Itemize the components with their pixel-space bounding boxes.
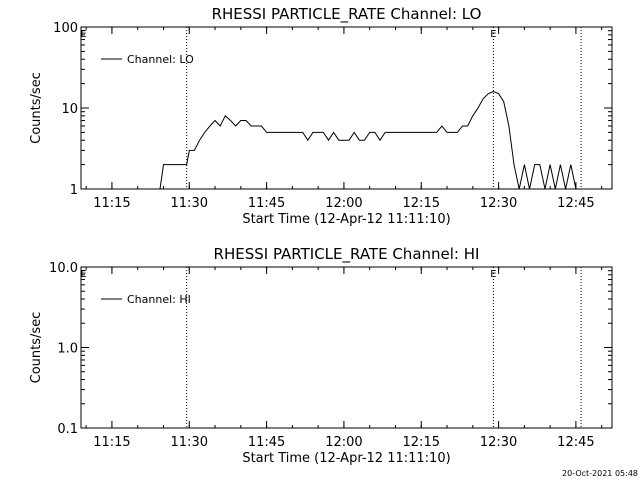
event-marker-label: E	[490, 269, 496, 280]
y-axis-label: Counts/sec	[29, 72, 44, 144]
x-axis-label: Start Time (12-Apr-12 11:11:10)	[242, 212, 450, 227]
x-tick-label: 12:00	[325, 196, 362, 211]
chart-panel-1: RHESSI PARTICLE_RATE Channel: LO 11:15 11:…	[29, 5, 613, 227]
x-tick-label: 11:45	[248, 435, 285, 450]
x-tick-label: 12:30	[480, 435, 517, 450]
series-line-1	[159, 90, 577, 190]
x-tick-label: 12:15	[403, 196, 440, 211]
x-tick-label: 12:45	[557, 196, 594, 211]
y-tick-label: 1	[70, 183, 78, 198]
y-tick-label: 0.1	[57, 422, 78, 437]
x-tick-label: 12:15	[403, 435, 440, 450]
event-marker-label: E	[80, 269, 86, 280]
plot-frame	[80, 26, 613, 190]
chart-title: RHESSI PARTICLE_RATE Channel: LO	[212, 5, 482, 24]
plot-timestamp: 20-Oct-2021 05:48	[562, 469, 638, 478]
x-tick-label: 11:30	[171, 435, 208, 450]
y-tick-label: 10	[61, 102, 78, 117]
legend-label: Channel: HI	[127, 293, 191, 306]
x-tick-label: 12:30	[480, 196, 517, 211]
y-tick-label: 100	[53, 21, 78, 36]
x-tick-label: 11:15	[93, 196, 130, 211]
x-tick-label: 12:00	[325, 435, 362, 450]
legend-label: Channel: LO	[127, 53, 194, 66]
event-marker-label: E	[490, 29, 496, 40]
chart-title: RHESSI PARTICLE_RATE Channel: HI	[214, 245, 480, 264]
chart-panel-2: RHESSI PARTICLE_RATE Channel: HI 11:15 11:…	[29, 245, 613, 466]
x-axis-label: Start Time (12-Apr-12 11:11:10)	[242, 451, 450, 466]
y-tick-label: 10.0	[49, 261, 78, 276]
plot-frame	[80, 266, 613, 429]
x-tick-label: 11:15	[93, 435, 130, 450]
event-marker-label: E	[80, 29, 86, 40]
x-tick-label: 12:45	[557, 435, 594, 450]
x-tick-label: 11:45	[248, 196, 285, 211]
y-tick-label: 1.0	[57, 342, 78, 357]
x-tick-label: 11:30	[171, 196, 208, 211]
y-axis-label: Counts/sec	[29, 312, 44, 384]
